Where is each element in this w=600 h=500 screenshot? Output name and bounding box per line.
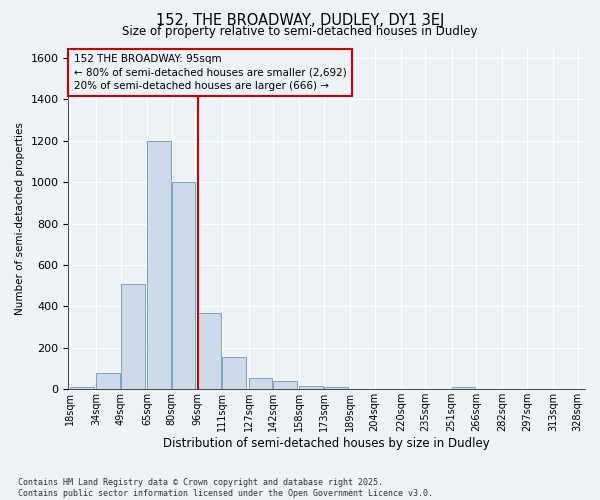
Bar bbox=[70, 387, 94, 390]
Text: Size of property relative to semi-detached houses in Dudley: Size of property relative to semi-detach… bbox=[122, 25, 478, 38]
Bar bbox=[198, 312, 221, 390]
Bar bbox=[273, 381, 297, 390]
Bar bbox=[121, 284, 145, 390]
Bar bbox=[452, 387, 475, 390]
Bar bbox=[248, 378, 272, 390]
Bar bbox=[324, 387, 347, 390]
Bar bbox=[223, 357, 246, 390]
Bar bbox=[147, 140, 171, 390]
Bar bbox=[96, 372, 120, 390]
Bar bbox=[172, 182, 196, 390]
X-axis label: Distribution of semi-detached houses by size in Dudley: Distribution of semi-detached houses by … bbox=[163, 437, 490, 450]
Text: 152, THE BROADWAY, DUDLEY, DY1 3EJ: 152, THE BROADWAY, DUDLEY, DY1 3EJ bbox=[156, 12, 444, 28]
Text: 152 THE BROADWAY: 95sqm
← 80% of semi-detached houses are smaller (2,692)
20% of: 152 THE BROADWAY: 95sqm ← 80% of semi-de… bbox=[74, 54, 346, 90]
Bar bbox=[299, 386, 323, 390]
Text: Contains HM Land Registry data © Crown copyright and database right 2025.
Contai: Contains HM Land Registry data © Crown c… bbox=[18, 478, 433, 498]
Y-axis label: Number of semi-detached properties: Number of semi-detached properties bbox=[15, 122, 25, 315]
